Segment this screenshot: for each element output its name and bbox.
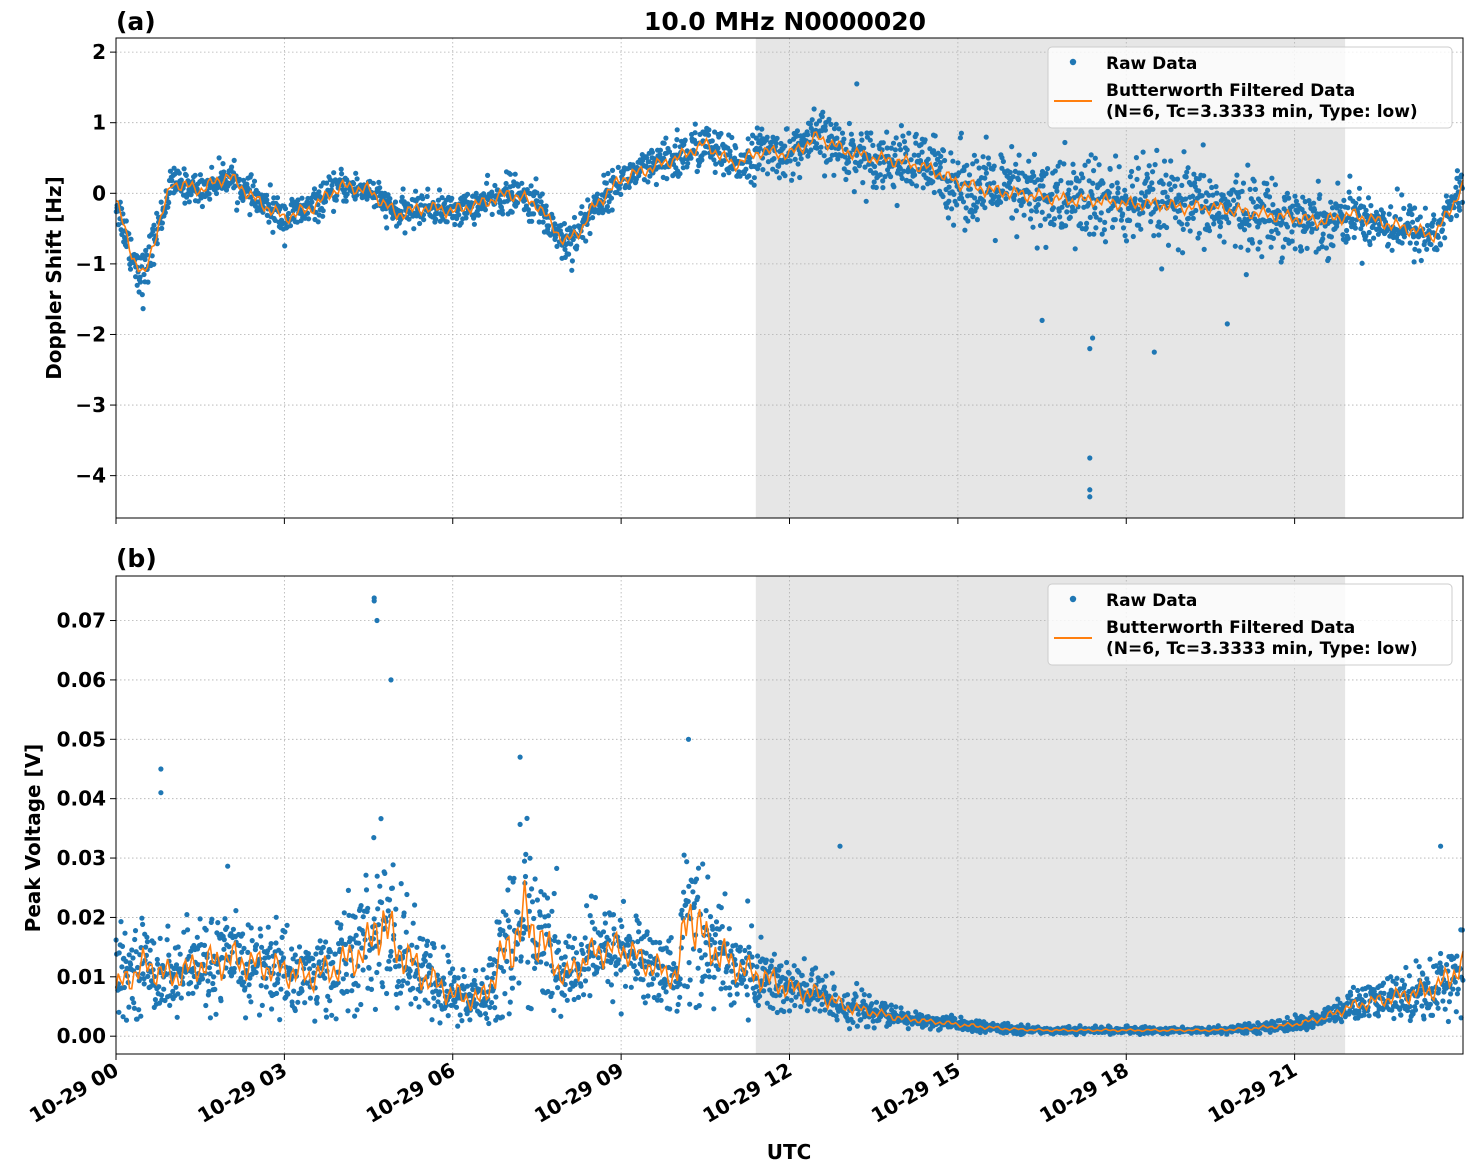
panel-a-doppler: 2 1 0 −1 −2 −3 −4 (a) 10.0 MHz N0000020 Dopple… (42, 7, 1466, 524)
x-tick-label: 10-29 15 (867, 1058, 965, 1128)
legend-filtered-label-a: Butterworth Filtered Data (1106, 81, 1355, 101)
y-tick-label: 0.03 (57, 846, 106, 870)
legend-b: Raw Data Butterworth Filtered Data (N=6,… (1047, 583, 1453, 666)
x-tick-label: 10-29 06 (362, 1058, 460, 1128)
y-tick-label: −1 (75, 252, 106, 276)
y-tick-label: 0 (92, 181, 106, 205)
legend-filtered-params-b: (N=6, Tc=3.3333 min, Type: low) (1106, 639, 1418, 659)
filtered-line-a (115, 131, 1464, 273)
legend-box-a (1047, 46, 1453, 129)
y-axis-label-a: Doppler Shift [Hz] (42, 176, 66, 380)
y-ticks-a: 2 1 0 −1 −2 −3 −4 (75, 40, 116, 488)
legend-filtered-params-a: (N=6, Tc=3.3333 min, Type: low) (1106, 102, 1418, 122)
y-tick-label: 0.06 (57, 668, 106, 692)
legend-a: Raw Data Butterworth Filtered Data (N=6,… (1047, 46, 1453, 129)
x-tick-label: 10-29 18 (1035, 1058, 1133, 1128)
x-tick-label: 10-29 21 (1204, 1058, 1302, 1128)
x-tick-label: 10-29 03 (193, 1058, 291, 1128)
grid-b (115, 576, 1463, 1054)
legend-raw-label-b: Raw Data (1106, 591, 1197, 611)
x-tick-label: 10-29 09 (530, 1058, 628, 1128)
y-tick-label: −3 (75, 393, 106, 417)
x-tick-label: 10-29 12 (698, 1058, 796, 1128)
y-tick-label: −4 (75, 464, 106, 488)
y-ticks-b: 0.07 0.06 0.05 0.04 0.03 0.02 0.01 0.00 (57, 609, 116, 1048)
legend-filtered-label-b: Butterworth Filtered Data (1106, 618, 1355, 638)
y-tick-label: 0.04 (57, 787, 106, 811)
filtered-line-b (115, 879, 1464, 1033)
x-tick-label: 10-29 00 (25, 1058, 123, 1128)
legend-box-b (1047, 583, 1453, 666)
grid-a (115, 38, 1463, 518)
y-tick-label: 0.02 (57, 905, 106, 929)
y-tick-label: 0.00 (57, 1024, 106, 1048)
legend-raw-label-a: Raw Data (1106, 54, 1197, 74)
legend-raw-marker-b (1069, 595, 1077, 603)
y-axis-label-b: Peak Voltage [V] (21, 744, 45, 933)
x-axis-label: UTC (767, 1140, 812, 1164)
y-tick-label: 0.05 (57, 727, 106, 751)
y-tick-label: 0.01 (57, 965, 106, 989)
panel-b-voltage: 0.07 0.06 0.05 0.04 0.03 0.02 0.01 0.00 10-29 0… (21, 544, 1466, 1164)
y-tick-label: 1 (92, 111, 106, 135)
y-tick-label: −2 (75, 322, 106, 346)
panel-label-a: (a) (116, 7, 156, 36)
y-tick-label: 2 (92, 40, 106, 64)
x-ticks-a (115, 518, 1296, 524)
legend-raw-marker-a (1069, 58, 1077, 66)
panel-label-b: (b) (116, 544, 157, 573)
y-tick-label: 0.07 (57, 609, 106, 633)
x-ticks-b: 10-29 00 10-29 03 10-29 06 10-29 09 10-29 12… (25, 1054, 1301, 1128)
figure-title: 10.0 MHz N0000020 (644, 7, 926, 36)
